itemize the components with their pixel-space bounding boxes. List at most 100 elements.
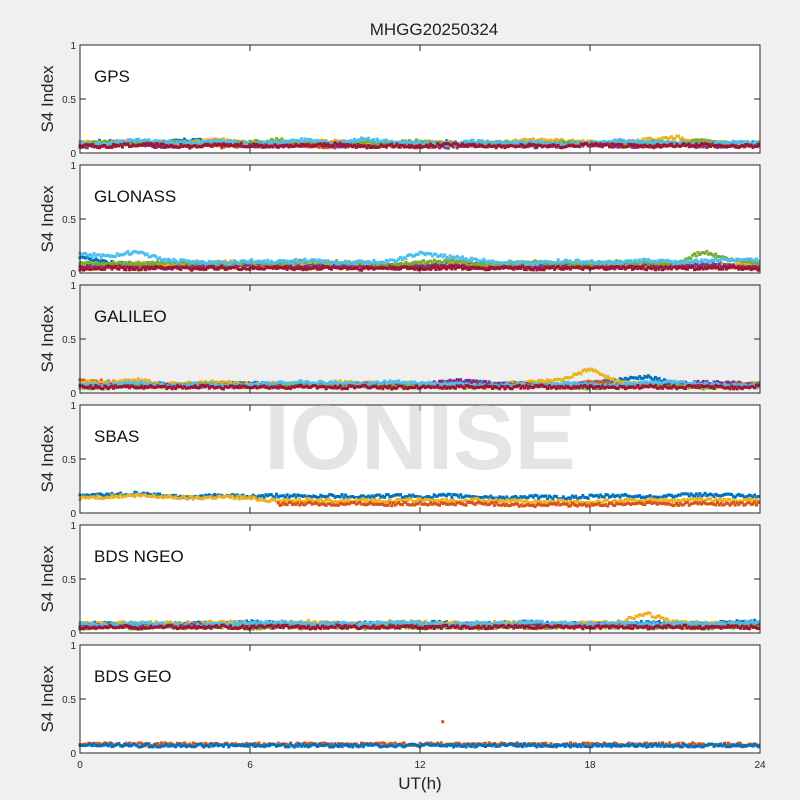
data-point (147, 138, 151, 142)
data-point (655, 143, 659, 147)
data-point (209, 144, 213, 148)
data-point (627, 139, 631, 142)
data-point (542, 144, 546, 148)
data-point (592, 144, 595, 148)
data-point (723, 141, 727, 145)
data-point (133, 140, 137, 144)
data-point (473, 143, 477, 147)
data-point (549, 138, 553, 142)
data-point (661, 144, 665, 148)
data-point (407, 140, 411, 144)
data-point (158, 144, 162, 148)
data-point (600, 141, 604, 145)
data-point (468, 140, 472, 144)
data-point (666, 137, 670, 141)
data-point (197, 141, 201, 145)
data-point (280, 137, 284, 141)
data-point (152, 264, 156, 268)
data-point (739, 139, 742, 143)
data-point (379, 139, 383, 143)
data-point (427, 145, 431, 149)
data-point (321, 141, 325, 145)
data-point (175, 142, 179, 146)
data-point (519, 264, 523, 268)
data-point (540, 140, 544, 144)
data-point (324, 141, 328, 145)
data-point (310, 263, 314, 266)
data-point (315, 264, 319, 268)
data-point (154, 142, 158, 146)
data-point (269, 142, 273, 146)
data-point (388, 143, 392, 147)
data-point (85, 143, 89, 147)
data-point (214, 143, 218, 147)
data-point (198, 145, 202, 149)
data-point (110, 265, 114, 269)
data-point (82, 144, 85, 148)
data-point (597, 259, 601, 263)
data-point (121, 142, 124, 146)
data-point (312, 145, 316, 149)
data-point (397, 142, 401, 146)
data-point (188, 143, 192, 147)
data-point (269, 138, 273, 142)
data-point (333, 146, 337, 150)
data-point (232, 139, 236, 143)
data-point (122, 142, 126, 146)
data-point (183, 140, 186, 144)
data-point (724, 262, 728, 266)
data-point (485, 263, 489, 267)
data-point (335, 142, 339, 146)
data-point (755, 144, 758, 148)
data-point (175, 140, 179, 144)
data-point (89, 142, 93, 146)
data-point (446, 142, 450, 146)
data-point (648, 144, 652, 148)
data-point (349, 265, 353, 268)
data-point (569, 144, 572, 148)
data-point (597, 264, 601, 268)
data-point (136, 263, 140, 267)
data-point (260, 142, 264, 146)
data-point (268, 140, 271, 144)
data-point (455, 261, 459, 265)
data-point (524, 141, 528, 145)
data-point (708, 144, 712, 148)
data-point (726, 142, 730, 146)
data-point (595, 144, 599, 148)
data-point (570, 138, 574, 142)
data-point (213, 139, 217, 142)
data-point (574, 144, 578, 148)
data-point (602, 139, 606, 143)
data-point (197, 144, 201, 148)
data-point (558, 140, 562, 144)
data-point (708, 262, 712, 266)
data-point (108, 263, 112, 267)
data-point (503, 146, 507, 150)
data-point (438, 140, 441, 144)
data-point (161, 140, 165, 144)
data-point (716, 144, 719, 148)
data-point (94, 145, 98, 148)
data-point (632, 143, 636, 147)
data-point (324, 144, 328, 147)
data-point (303, 264, 307, 268)
data-point (475, 145, 479, 149)
data-point (639, 262, 643, 266)
data-point (438, 146, 441, 150)
data-point (707, 139, 711, 143)
data-point (544, 142, 548, 146)
data-point (177, 145, 181, 149)
data-point (83, 256, 87, 260)
data-point (723, 145, 727, 149)
data-point (427, 142, 431, 146)
data-point (301, 143, 305, 146)
data-point (333, 138, 337, 142)
data-point (399, 265, 402, 269)
data-point (714, 145, 718, 149)
data-point (673, 140, 677, 144)
data-point (439, 141, 443, 145)
data-point (693, 141, 696, 145)
data-point (121, 139, 124, 143)
data-point (234, 143, 238, 146)
